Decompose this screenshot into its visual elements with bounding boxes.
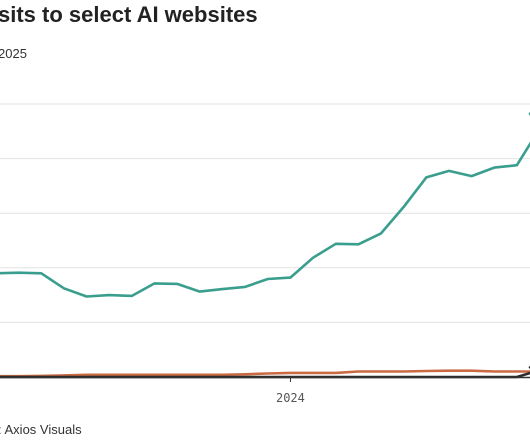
source-note: : Axios Visuals — [0, 422, 82, 437]
series-line-2 — [0, 369, 530, 378]
series-lines — [0, 112, 530, 379]
chart-title: sits to select AI websites — [0, 2, 258, 27]
series-line-1 — [0, 112, 530, 298]
chart-subtitle: 2025 — [0, 46, 27, 61]
x-axis: 20242025 — [0, 376, 530, 405]
x-tick-label: 2024 — [276, 391, 305, 405]
gridlines — [0, 103, 530, 323]
